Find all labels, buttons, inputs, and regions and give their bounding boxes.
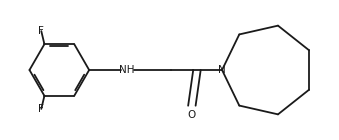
Text: N: N [218,65,226,75]
Text: O: O [188,110,196,120]
Text: F: F [38,26,44,36]
Text: F: F [38,104,44,114]
Text: NH: NH [119,65,135,75]
